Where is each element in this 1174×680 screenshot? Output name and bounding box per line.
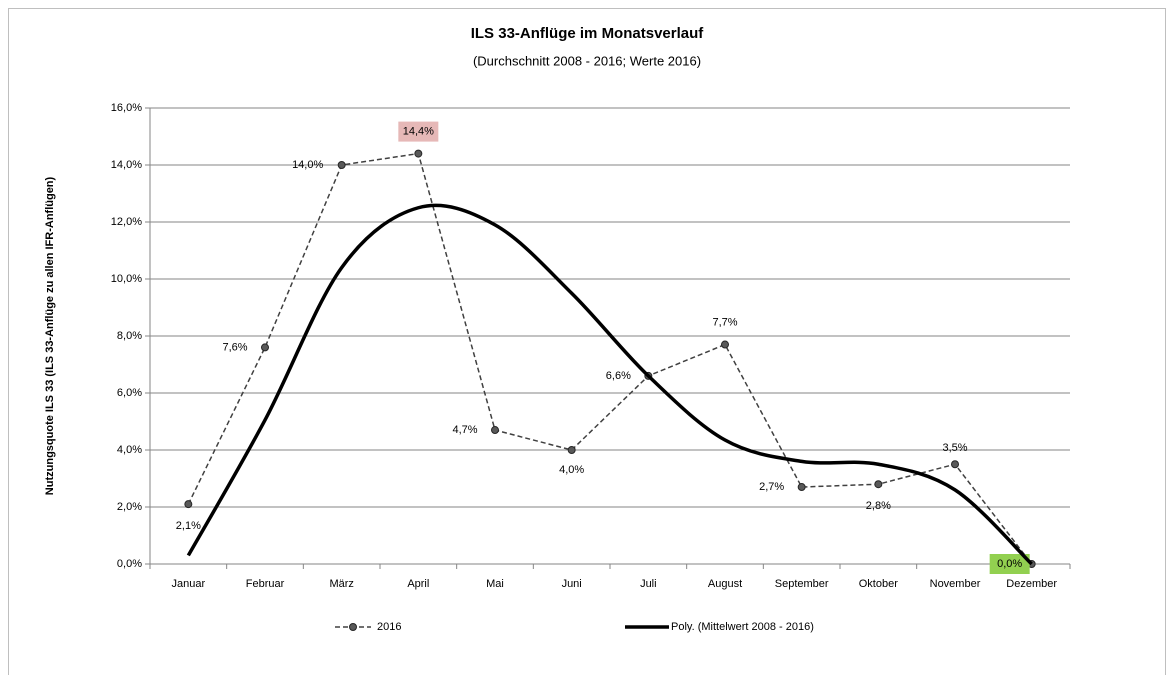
chart-border — [8, 8, 1166, 680]
x-tick-label: April — [407, 578, 429, 590]
x-tick-label: Juni — [562, 578, 582, 590]
x-tick-label: Dezember — [1006, 578, 1057, 590]
data-label: 2,1% — [176, 520, 201, 532]
x-tick-label: Januar — [172, 578, 206, 590]
legend-marker — [349, 623, 357, 631]
y-tick-label: 6,0% — [117, 387, 142, 399]
data-point — [261, 343, 269, 352]
data-point — [337, 161, 346, 169]
data-label: 4,0% — [559, 464, 584, 476]
y-tick-label: 10,0% — [111, 273, 142, 285]
data-point — [491, 426, 499, 435]
data-label: 14,4% — [403, 126, 434, 138]
x-tick-label: Mai — [486, 578, 504, 590]
y-tick-label: 0,0% — [117, 558, 142, 570]
data-point — [951, 460, 959, 469]
y-tick-label: 2,0% — [117, 501, 142, 513]
data-point — [721, 340, 729, 349]
legend-label: Poly. (Mittelwert 2008 - 2016) — [671, 621, 814, 633]
data-point — [184, 500, 193, 509]
data-point — [414, 149, 423, 158]
series-line — [187, 152, 1033, 565]
data-label: 7,7% — [712, 316, 737, 328]
trend-line — [186, 203, 1033, 566]
x-tick-label: Juli — [640, 578, 657, 590]
label-highlight — [398, 121, 439, 142]
y-tick-label: 14,0% — [111, 159, 142, 171]
chart-title: ILS 33-Anflüge im Monatsverlauf — [471, 25, 705, 42]
data-label: 14,0% — [292, 159, 323, 171]
x-tick-label: November — [930, 578, 981, 590]
data-point — [797, 483, 806, 492]
data-label: 2,8% — [866, 500, 891, 512]
y-tick-label: 12,0% — [111, 216, 142, 228]
label-highlight — [989, 554, 1030, 574]
y-axis-label: Nutzungsquote ILS 33 (ILS 33-Anflüge zu … — [44, 176, 56, 495]
data-label: 2,7% — [759, 481, 784, 493]
data-label: 6,6% — [606, 370, 631, 382]
x-tick-label: September — [775, 578, 829, 590]
data-point — [567, 446, 576, 454]
x-tick-label: März — [329, 578, 353, 590]
y-tick-label: 4,0% — [117, 444, 142, 456]
data-label: 7,6% — [222, 341, 247, 353]
x-tick-label: August — [708, 578, 742, 590]
legend-label: 2016 — [377, 621, 401, 633]
x-tick-label: Oktober — [859, 578, 898, 590]
data-point — [874, 480, 883, 489]
data-label: 0,0% — [997, 558, 1022, 570]
data-label: 4,7% — [452, 424, 477, 436]
data-label: 3,5% — [942, 442, 967, 454]
x-tick-label: Februar — [246, 578, 285, 590]
chart-subtitle: (Durchschnitt 2008 - 2016; Werte 2016) — [473, 53, 701, 68]
y-tick-label: 16,0% — [111, 102, 142, 114]
y-tick-label: 8,0% — [117, 330, 142, 342]
